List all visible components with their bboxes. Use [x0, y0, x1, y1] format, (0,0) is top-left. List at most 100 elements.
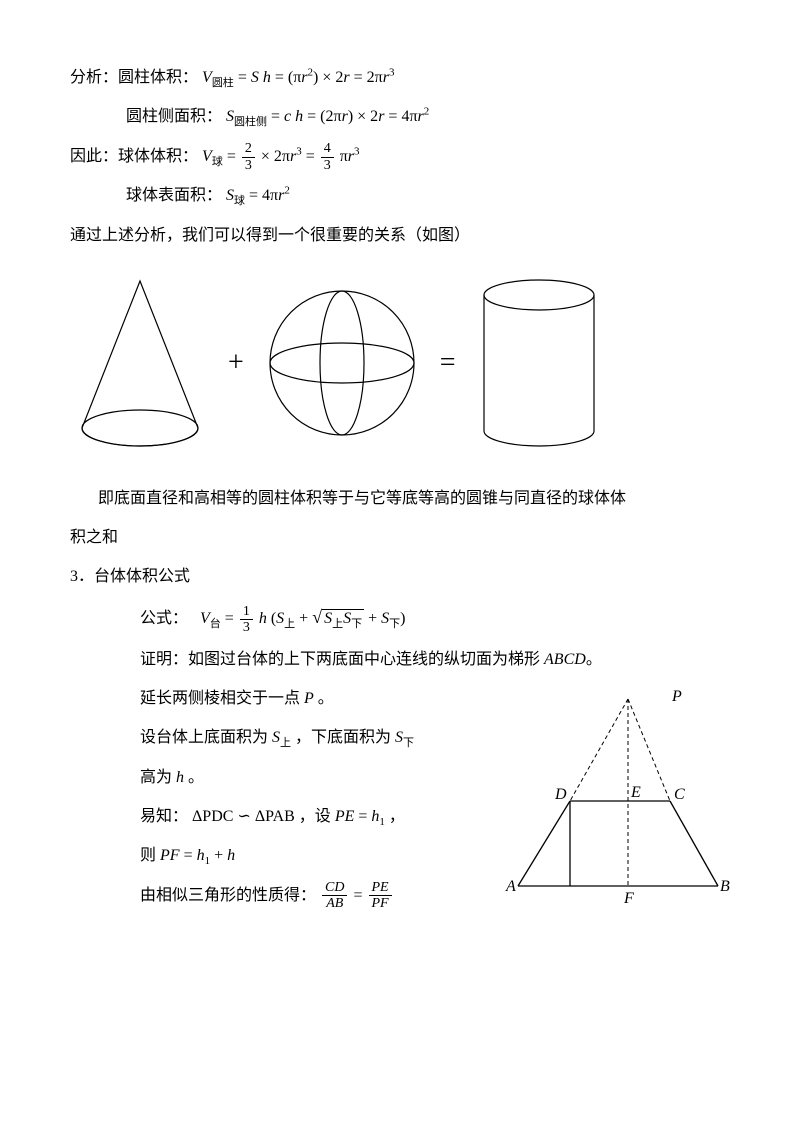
cylinder-icon: [474, 273, 604, 453]
r5: r: [378, 108, 384, 125]
proof-line2: 延长两侧棱相交于一点 P 。: [70, 681, 490, 716]
eq: =: [238, 69, 251, 86]
pl: +: [299, 610, 312, 627]
pd2: 。: [318, 690, 334, 707]
sqrt: √S上S下: [312, 598, 364, 638]
pl3a: 设台体上底面积为: [140, 729, 268, 746]
h5: h: [227, 847, 235, 864]
sub-up2: 上: [280, 737, 291, 749]
S: S: [251, 69, 259, 86]
r2: r: [343, 69, 349, 86]
sub-up: 上: [284, 618, 295, 630]
eq6: =: [358, 808, 371, 825]
sphere-icon: [262, 283, 422, 443]
frac-4-3: 43: [321, 141, 334, 173]
Sd: S: [381, 610, 389, 627]
pl2t: 延长两侧棱相交于一点: [140, 690, 300, 707]
section3: 3．台体体积公式: [70, 559, 730, 594]
Pv: P: [304, 690, 314, 707]
pd3: 。: [188, 769, 204, 786]
conclusion1: 通过上述分析，我们可以得到一个很重要的关系（如图）: [70, 218, 730, 253]
Su: S: [276, 610, 284, 627]
h2: h: [295, 108, 307, 125]
line-sphere-area: 球体表面积： S球 = 4πr2: [70, 178, 730, 213]
Sq: S: [226, 187, 234, 204]
eq7: =: [184, 847, 197, 864]
frustum-formula: 公式： V台 = 13 h (S上 + √S上S下 + S下): [70, 598, 730, 638]
svg-text:P: P: [671, 688, 682, 705]
cyl-vol-label: 圆柱体积：: [118, 69, 198, 86]
pl5a: 易知：: [140, 808, 188, 825]
h1s2: 1: [205, 855, 211, 867]
sub-sphere: 球: [212, 156, 223, 168]
mid5: × 2π: [261, 148, 290, 165]
svg-text:C: C: [674, 786, 685, 803]
cube3: 3: [354, 145, 360, 157]
V: V: [202, 69, 212, 86]
sub-side: 圆柱侧: [234, 117, 267, 129]
S2: S: [226, 108, 234, 125]
tpab: ΔPAB: [255, 808, 295, 825]
set: ，设: [299, 808, 331, 825]
mid4: ) × 2: [348, 108, 378, 125]
sub-cyl: 圆柱: [212, 77, 234, 89]
h3: h: [259, 610, 267, 627]
rhs-sa: = 4π: [249, 187, 278, 204]
sphere-area-label: 球体表面积：: [126, 187, 222, 204]
proof-line3: 设台体上底面积为 S上 ，下底面积为 S下: [70, 720, 490, 755]
rp: ): [400, 610, 405, 627]
svg-text:D: D: [554, 786, 567, 803]
eq5: =: [225, 610, 238, 627]
therefore: 因此：: [70, 148, 118, 165]
eq8: =: [353, 887, 366, 904]
cube2: 3: [296, 145, 302, 157]
Vq: V: [202, 148, 212, 165]
sub-down: 下: [389, 618, 400, 630]
svg-text:E: E: [630, 784, 641, 801]
sub-down2: 下: [403, 737, 414, 749]
equals-op: =: [440, 332, 456, 394]
svg-text:F: F: [623, 890, 634, 907]
pl6a: 则: [140, 847, 156, 864]
end: = 2π: [354, 69, 383, 86]
analysis-label: 分析：: [70, 69, 118, 86]
frac-2-3: 23: [242, 141, 255, 173]
proof-line6: 则 PF = h1 + h: [70, 838, 490, 873]
h1b: h: [197, 847, 205, 864]
pd1: 。: [586, 651, 602, 668]
cube: 3: [389, 67, 395, 79]
pe: PE: [335, 808, 355, 825]
h1s: 1: [379, 816, 385, 828]
conclusion2b: 积之和: [70, 520, 730, 555]
c: c: [284, 108, 291, 125]
cyl-side-label: 圆柱侧面积：: [126, 108, 222, 125]
Vt: V: [200, 610, 210, 627]
frac-cd-ab: CDAB: [322, 880, 347, 912]
mid: = (π: [275, 69, 301, 86]
line-sphere-vol: 因此：球体体积： V球 = 23 × 2πr3 = 43 πr3: [70, 139, 730, 174]
pi: π: [340, 148, 348, 165]
eq3: =: [227, 148, 240, 165]
conclusion2a: 即底面直径和高相等的圆柱体积等于与它等底等高的圆锥与同直径的球体体: [70, 481, 730, 516]
proof-line7: 由相似三角形的性质得： CDAB = PEPF: [70, 878, 490, 913]
frac-1-3: 13: [240, 604, 253, 636]
line-cylinder-volume: 分析：圆柱体积： V圆柱 = S h = (πr2) × 2r = 2πr3: [70, 60, 730, 95]
proof-line4: 高为 h 。: [70, 760, 490, 795]
mid2: ) × 2: [313, 69, 343, 86]
h: h: [263, 69, 275, 86]
trapezoid-diagram: P D E C A F B: [500, 681, 730, 924]
tpdc: ΔPDC: [192, 808, 233, 825]
cm: ，: [389, 808, 405, 825]
Su2: S: [272, 729, 280, 746]
pf: PF: [160, 847, 180, 864]
abcd: ABCD: [544, 651, 586, 668]
h4: h: [176, 769, 184, 786]
pl2: +: [368, 610, 381, 627]
pl3b: ，下底面积为: [295, 729, 391, 746]
mid3: = (2π: [307, 108, 341, 125]
pl7a: 由相似三角形的性质得：: [140, 887, 316, 904]
proof-label: 证明：: [140, 651, 188, 668]
sphere-vol-label: 球体体积：: [118, 148, 198, 165]
sub-tai: 台: [210, 618, 221, 630]
eq2: =: [271, 108, 284, 125]
